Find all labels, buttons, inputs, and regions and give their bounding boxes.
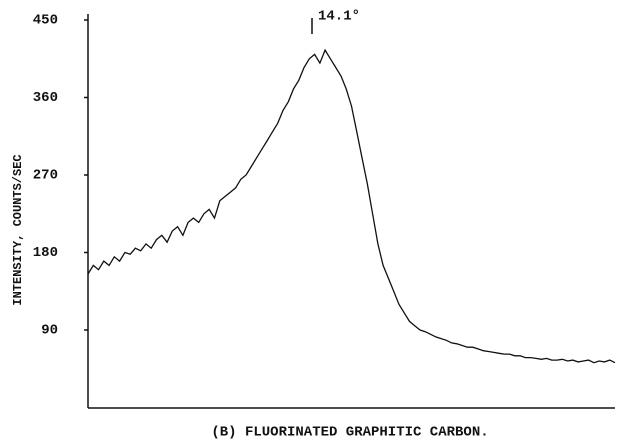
y-tick-label: 360: [33, 90, 58, 106]
y-tick-label: 180: [33, 245, 58, 261]
y-tick-label: 270: [33, 168, 58, 184]
y-tick-label: 450: [33, 13, 58, 29]
annotation: 14.1°: [318, 9, 360, 25]
y-tick-label: 90: [41, 323, 58, 339]
data-line: [87, 48, 616, 364]
chart-title: (B) FLUORINATED GRAPHITIC CARBON.: [211, 425, 488, 441]
y-axis-label: INTENSITY, COUNTS/SEC: [11, 154, 25, 305]
